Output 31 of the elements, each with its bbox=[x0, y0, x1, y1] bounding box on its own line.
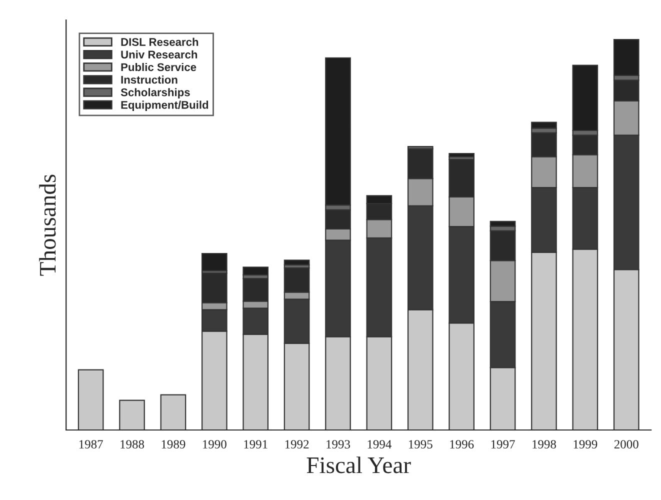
legend-label: DISL Research bbox=[121, 38, 198, 46]
bar bbox=[160, 394, 186, 430]
bar bbox=[284, 260, 310, 266]
legend-label: Instruction bbox=[121, 76, 178, 84]
bar bbox=[119, 400, 145, 430]
bar bbox=[78, 369, 104, 430]
legend-label: Scholarships bbox=[120, 88, 190, 98]
bar bbox=[613, 38, 640, 76]
legend-label: Equipment/Build bbox=[121, 100, 208, 112]
x-tick-label: 1987 bbox=[79, 440, 103, 449]
legend-label: Public Service bbox=[121, 62, 196, 72]
x-tick-label: 1991 bbox=[244, 440, 268, 449]
bar bbox=[242, 266, 269, 276]
x-tick-label: 1999 bbox=[574, 440, 598, 449]
x-tick-label: 1997 bbox=[491, 440, 515, 449]
x-axis-title: Fiscal Year bbox=[306, 456, 411, 474]
x-tick-label: 1994 bbox=[368, 440, 392, 449]
x-tick-label: 2000 bbox=[614, 440, 638, 449]
x-tick-label: 1993 bbox=[326, 440, 350, 449]
x-tick-label: 1990 bbox=[203, 440, 226, 449]
legend-label: Univ Research bbox=[121, 50, 198, 59]
x-tick-label: 1992 bbox=[285, 440, 309, 449]
bar bbox=[572, 64, 598, 132]
x-tick-label: 1998 bbox=[532, 440, 556, 449]
x-tick-label: 1995 bbox=[408, 440, 432, 449]
y-axis-title: Thousands bbox=[39, 174, 56, 276]
bar bbox=[448, 152, 474, 158]
x-tick-label: 1989 bbox=[162, 440, 186, 449]
x-tick-label: 1988 bbox=[120, 440, 144, 449]
x-tick-label: 1996 bbox=[450, 440, 474, 449]
bar bbox=[201, 252, 228, 272]
